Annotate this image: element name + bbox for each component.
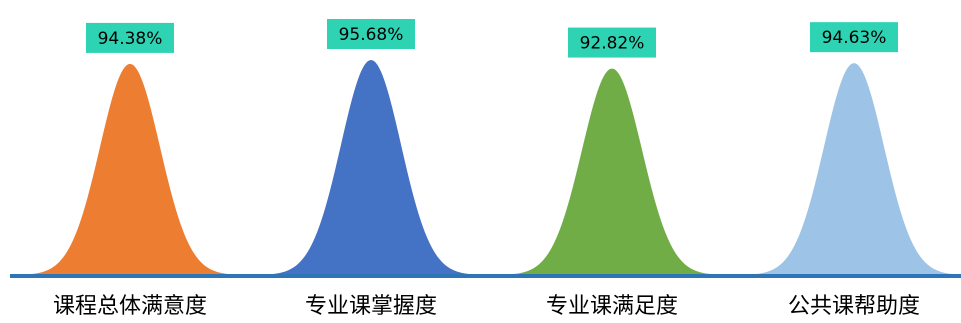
category-labels-group: 课程总体满意度 专业课掌握度 专业课满足度 公共课帮助度 (53, 294, 920, 319)
value-label-box-1 (86, 22, 174, 53)
peaks-group (32, 60, 952, 275)
value-label-4: 94.63% (822, 28, 887, 48)
peak-2 (273, 60, 469, 274)
value-label-1: 94.38% (98, 29, 163, 49)
value-label-box-4 (810, 22, 898, 53)
value-label-box-2 (327, 19, 415, 49)
category-label-2: 专业课掌握度 (305, 294, 437, 319)
value-label-box-3 (568, 27, 656, 58)
peak-3 (514, 68, 710, 274)
category-label-1: 课程总体满意度 (53, 294, 207, 319)
value-label-3: 92.82% (580, 34, 645, 54)
category-label-3: 专业课满足度 (546, 294, 678, 319)
peak-1 (32, 63, 228, 275)
peak-4 (756, 63, 952, 275)
category-label-4: 公共课帮助度 (788, 294, 920, 319)
value-labels-group: 94.38% 95.68% 92.82% 94.63% (86, 19, 898, 58)
value-label-2: 95.68% (339, 25, 404, 45)
